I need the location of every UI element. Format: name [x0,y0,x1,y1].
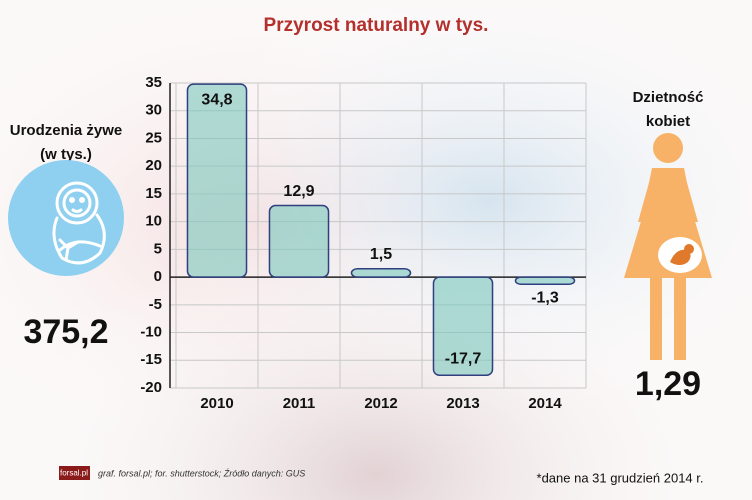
bar [350,268,412,278]
data-label: 34,8 [201,91,232,108]
y-tick-label: 25 [145,129,162,146]
x-tick-label: 2013 [446,395,479,412]
data-label: 12,9 [283,183,314,200]
baby-icon [8,160,124,276]
x-tick-label: 2011 [283,395,316,412]
y-tick-label: -10 [140,324,162,341]
data-label: 1,5 [370,246,392,263]
y-tick-label: 15 [145,185,162,202]
logo: forsal.pl [60,469,88,478]
y-tick-label: 35 [145,74,162,91]
fertility-label: Dzietność [633,89,704,106]
births-label: Urodzenia żywe [10,122,123,139]
logo-box [59,466,90,480]
plot: -20 -15 -10 -5 0 5 10 15 20 25 30 35 2010 34,8 2011 12,… [140,74,587,412]
data-label: -17,7 [445,350,482,367]
births-value: 375,2 [23,313,108,351]
y-tick-label: 5 [154,240,162,257]
fertility-value: 1,29 [635,365,701,403]
bar [268,204,330,278]
births-label: (w tys.) [40,146,92,163]
y-tick-label: -20 [140,379,162,396]
source: graf. forsal.pl; for. shutterstock; Źród… [98,468,305,478]
woman-icon [624,133,712,360]
x-tick-label: 2010 [200,395,233,412]
data-label: -1,3 [531,290,559,307]
bar [514,276,576,286]
y-tick-label: 20 [145,157,162,174]
y-tick-label: 30 [145,102,162,119]
y-tick-label: -15 [140,351,162,368]
x-tick-label: 2014 [528,395,562,412]
footnote: *dane na 31 grudzień 2014 r. [537,470,704,485]
bar [432,276,494,376]
y-tick-label: -5 [149,296,162,313]
y-tick-label: 10 [145,213,162,230]
fertility-label: kobiet [646,113,690,130]
x-tick-label: 2012 [364,395,397,412]
chart-title: Przyrost naturalny w tys. [264,15,489,36]
bar [186,83,248,278]
y-tick-label: 0 [154,268,162,285]
